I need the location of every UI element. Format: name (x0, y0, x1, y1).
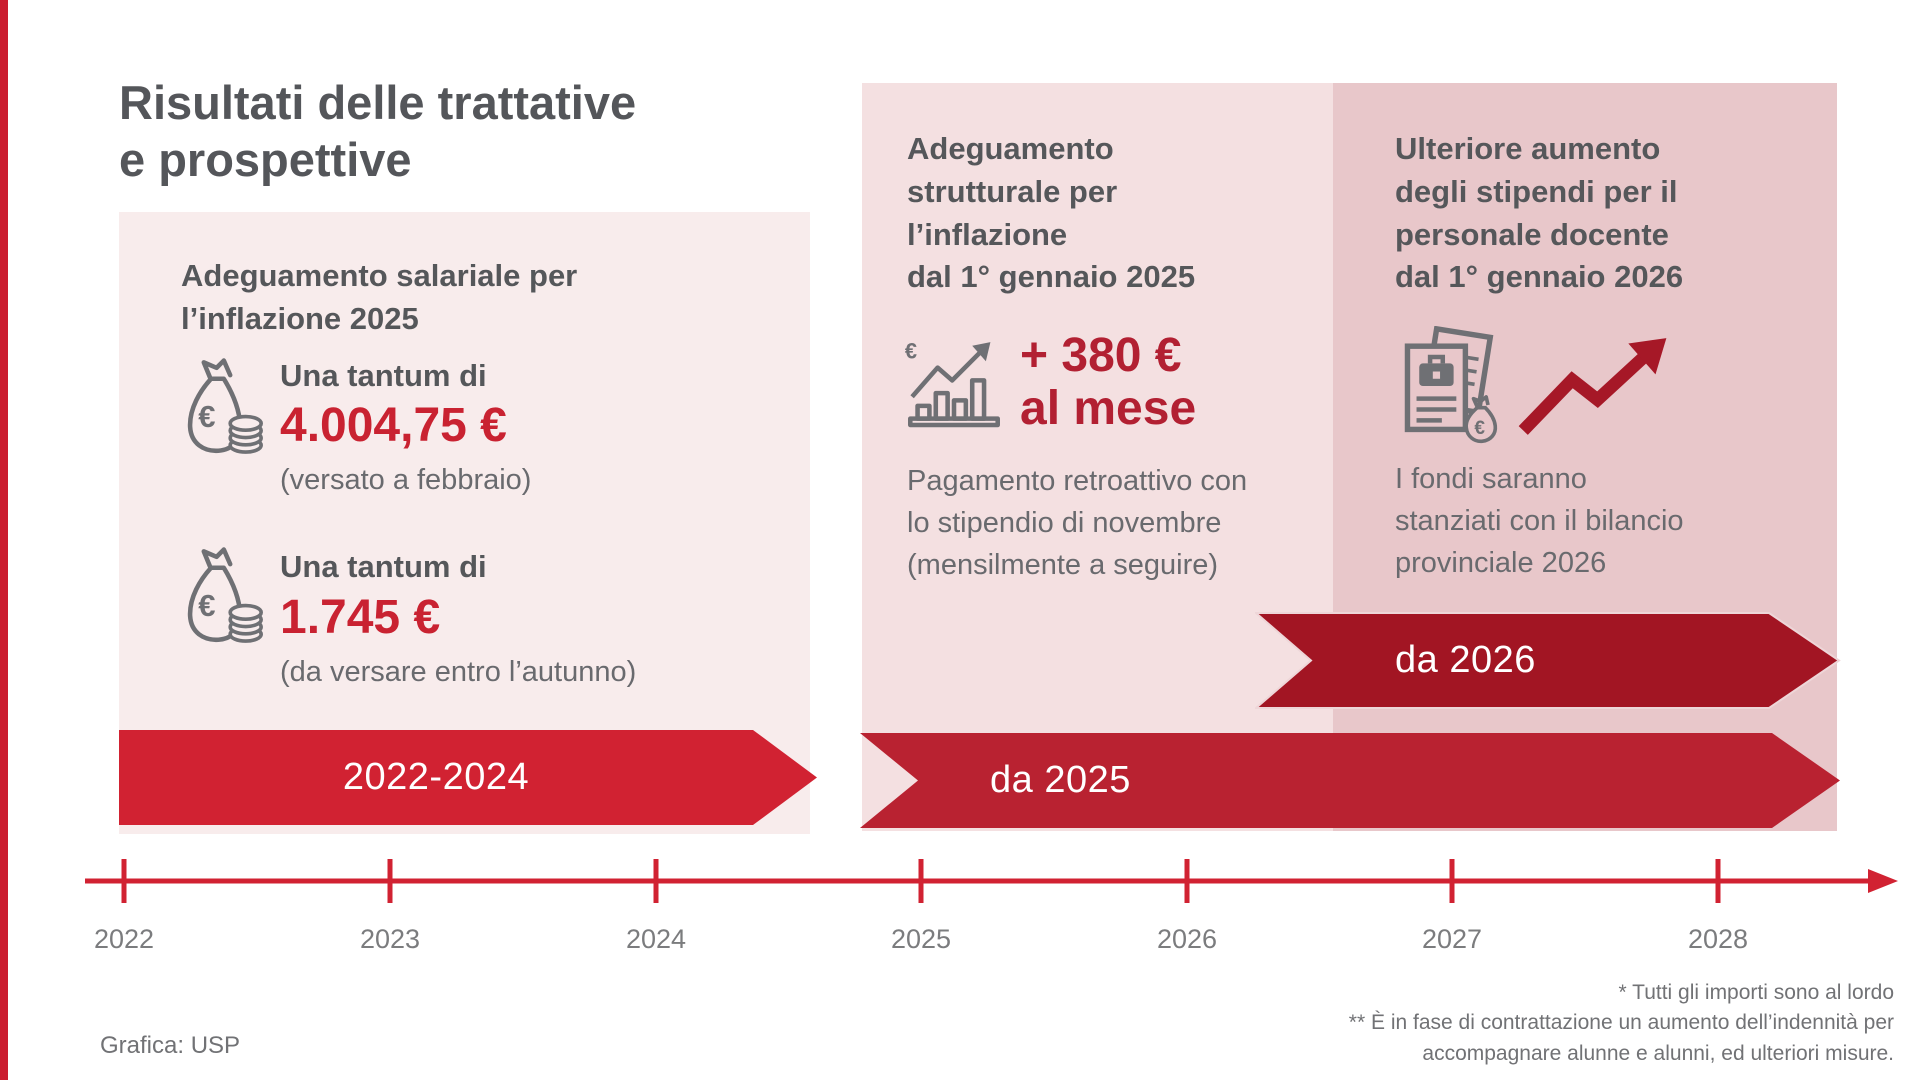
timeline-year-2024: 2024 (625, 924, 687, 954)
money-bag-icon: € (176, 356, 268, 463)
timeline-year-2026: 2026 (1156, 924, 1218, 954)
svg-text:€: € (905, 339, 917, 364)
svg-text:€: € (198, 399, 215, 434)
footnotes: * Tutti gli importi sono al lordo ** È i… (1348, 981, 1894, 1065)
middle-panel-body: Pagamento retroattivo con lo stipendio d… (907, 465, 1248, 582)
money-bag-icon: € (176, 545, 268, 652)
one-off-payment-note: (versato a febbraio) (280, 464, 532, 496)
one-off-payment-note: (da versare entro l’autunno) (280, 656, 637, 688)
rising-arrow-icon (1516, 336, 1670, 443)
timeline-year-2022: 2022 (93, 924, 155, 954)
credit-label: Grafica: USP (100, 1032, 241, 1059)
banner-da-2026-label: da 2026 (1395, 639, 1536, 681)
panel-structural-adjustment-2025 (862, 83, 1333, 831)
timeline-year-2028: 2028 (1687, 924, 1749, 954)
monthly-increase-amount: + 380 € al mese (1020, 329, 1197, 435)
page-title: Risultati delle trattative e prospettive (119, 76, 637, 187)
svg-text:€: € (1474, 418, 1485, 439)
timeline-axis (0, 843, 1920, 932)
one-off-payment-label: Una tantum di (280, 358, 487, 393)
one-off-payment-label: Una tantum di (280, 549, 487, 584)
chart-growth-euro-icon: € (903, 338, 1005, 435)
banner-da-2025 (860, 733, 1845, 833)
right-panel-heading: Ulteriore aumento degli stipendi per il … (1395, 131, 1684, 295)
left-panel-heading: Adeguamento salariale per l’inflazione 2… (181, 258, 578, 336)
banner-2022-2024 (119, 730, 821, 830)
one-off-payment-amount: 4.004,75 € (280, 399, 507, 452)
timeline-year-2025: 2025 (890, 924, 952, 954)
one-off-payment-amount: 1.745 € (280, 591, 441, 644)
timeline-year-2027: 2027 (1421, 924, 1483, 954)
page-accent-bar (0, 0, 8, 1080)
middle-panel-heading: Adeguamento strutturale per l’inflazione… (907, 131, 1196, 295)
right-panel-body: I fondi saranno stanziati con il bilanci… (1395, 463, 1684, 580)
documents-euro-icon: € (1393, 325, 1507, 451)
banner-da-2025-label: da 2025 (990, 759, 1131, 801)
banner-da-2026 (1253, 612, 1843, 714)
timeline-year-2023: 2023 (359, 924, 421, 954)
svg-text:€: € (198, 588, 215, 623)
banner-2022-2024-label: 2022-2024 (342, 756, 530, 798)
